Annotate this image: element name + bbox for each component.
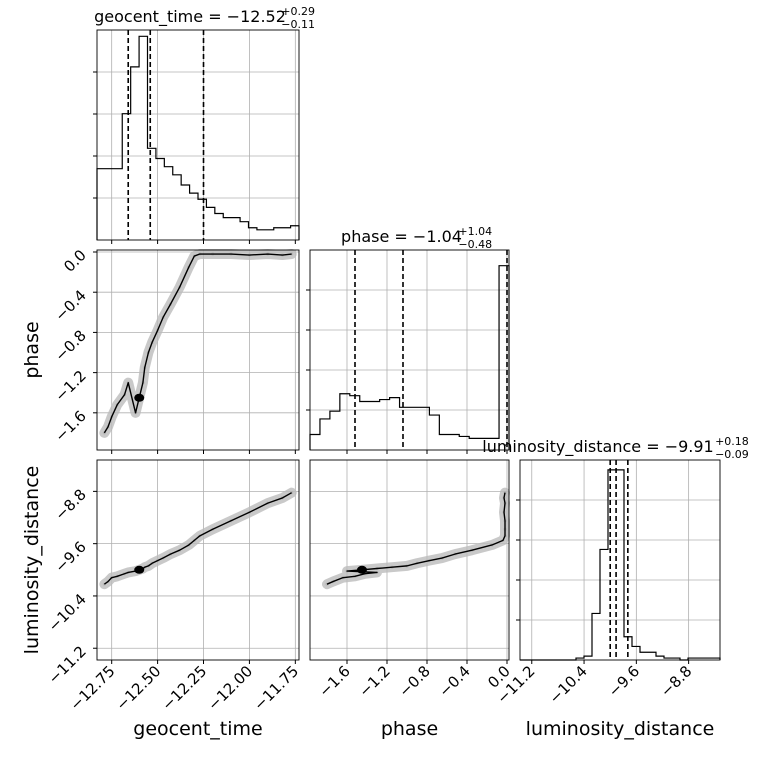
density-peak bbox=[134, 393, 145, 402]
panel-title-lower-err: −0.09 bbox=[715, 448, 749, 461]
xtick-label-luminosity_distance: −8.8 bbox=[657, 662, 695, 700]
xtick-label-phase: −1.2 bbox=[355, 662, 393, 700]
yaxis-label-phase: phase bbox=[21, 321, 43, 378]
hist-frame-geocent_time bbox=[96, 29, 300, 241]
xtick-label-geocent_time: −12.50 bbox=[112, 662, 164, 714]
xaxis-label-luminosity_distance: luminosity_distance bbox=[526, 718, 715, 740]
panel-2d-phase-luminosity_distance bbox=[309, 459, 510, 664]
density-band bbox=[99, 487, 297, 590]
xtick-label-phase: −0.8 bbox=[395, 662, 433, 700]
density-contour bbox=[103, 253, 292, 434]
ytick-label-luminosity_distance: −10.4 bbox=[45, 590, 90, 635]
ytick-label-luminosity_distance: −11.2 bbox=[45, 642, 90, 687]
panel-title-upper-err: +0.29 bbox=[281, 5, 315, 18]
histogram-panel-phase: phase = −1.04+1.04−0.48 bbox=[306, 225, 510, 454]
xtick-label-geocent_time: −12.00 bbox=[204, 662, 256, 714]
panel-2d-geocent_time-phase bbox=[93, 249, 300, 454]
xtick-label-phase: −1.6 bbox=[315, 662, 353, 700]
density-peak bbox=[357, 565, 367, 574]
hist-frame-luminosity_distance bbox=[519, 459, 721, 661]
hist-step-luminosity_distance bbox=[520, 469, 721, 661]
panel-title-lower-err: −0.11 bbox=[281, 18, 315, 31]
histogram-panel-geocent_time: geocent_time = −12.52+0.29−0.11 bbox=[93, 5, 315, 244]
xaxis-label-geocent_time: geocent_time bbox=[133, 718, 262, 740]
xtick-label-geocent_time: −11.75 bbox=[250, 662, 302, 714]
panel-title-luminosity_distance: luminosity_distance = −9.91 bbox=[482, 437, 713, 457]
panel-frame bbox=[309, 459, 510, 661]
density-peak bbox=[134, 565, 145, 574]
panel-frame bbox=[96, 249, 300, 451]
panel-title-upper-err: +1.04 bbox=[458, 225, 492, 238]
xtick-label-geocent_time: −12.25 bbox=[158, 662, 210, 714]
ytick-label-phase: −1.6 bbox=[51, 407, 89, 445]
ytick-label-luminosity_distance: −9.6 bbox=[51, 538, 89, 576]
panel-title-lower-err: −0.48 bbox=[458, 238, 492, 251]
density-contour bbox=[326, 492, 506, 585]
panel-title-geocent_time: geocent_time = −12.52 bbox=[94, 7, 286, 27]
panel-title-upper-err: +0.18 bbox=[715, 435, 749, 448]
density-contour bbox=[103, 492, 293, 585]
xtick-label-luminosity_distance: −10.4 bbox=[546, 662, 591, 707]
ytick-label-phase: −0.8 bbox=[51, 327, 89, 365]
histogram-panel-luminosity_distance: luminosity_distance = −9.91 +0.18−0.09 bbox=[482, 435, 749, 664]
ytick-label-luminosity_distance: −8.8 bbox=[51, 485, 89, 523]
ytick-label-phase: 0.0 bbox=[60, 246, 90, 276]
panel-frame bbox=[96, 459, 300, 661]
hist-frame-phase bbox=[309, 249, 510, 451]
panel-2d-geocent_time-luminosity_distance bbox=[93, 459, 300, 664]
density-band bbox=[99, 249, 297, 438]
yaxis-label-luminosity_distance: luminosity_distance bbox=[21, 466, 43, 655]
xtick-label-phase: −0.4 bbox=[435, 662, 473, 700]
panel-title-phase: phase = −1.04 bbox=[341, 227, 462, 246]
hist-step-phase bbox=[309, 265, 510, 450]
hist-step-geocent_time bbox=[96, 35, 300, 240]
xaxis-label-phase: phase bbox=[381, 718, 438, 740]
xtick-label-luminosity_distance: −9.6 bbox=[605, 662, 643, 700]
ytick-label-phase: −0.4 bbox=[51, 286, 89, 324]
ytick-label-phase: −1.2 bbox=[51, 367, 89, 405]
